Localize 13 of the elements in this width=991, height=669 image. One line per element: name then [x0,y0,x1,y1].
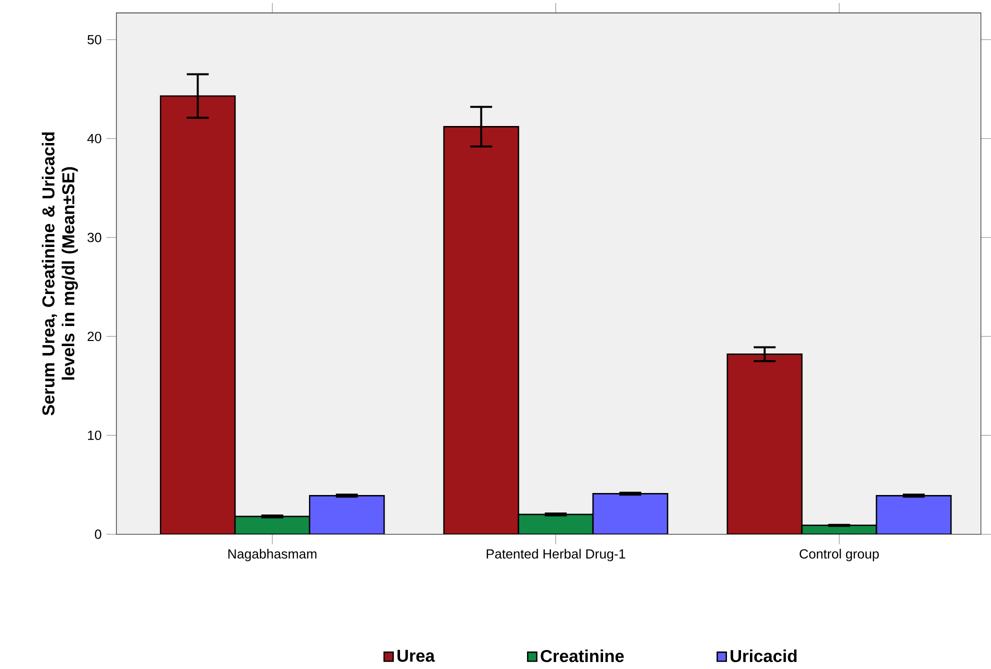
x-tick-label: Nagabhasmam [228,548,316,562]
legend-label: Uricacid [730,649,797,662]
x-tick-label: Patented Herbal Drug-1 [486,548,626,562]
legend-label: Urea [398,650,435,662]
y-tick-label: 0 [94,529,102,539]
y-tick-label: 30 [88,232,102,242]
legend-label: Creatinine [540,649,624,662]
x-tick-label: Control group [800,548,879,562]
y-tick-label: 50 [88,34,102,44]
y-axis-title: Serum Urea, Creatinine & Uricacid levels in mg/dl (Mean±SE) [42,132,78,416]
y-tick-label: 20 [88,332,102,341]
y-tick-label: 40 [87,134,102,144]
y-tick-label: 10 [88,430,102,440]
